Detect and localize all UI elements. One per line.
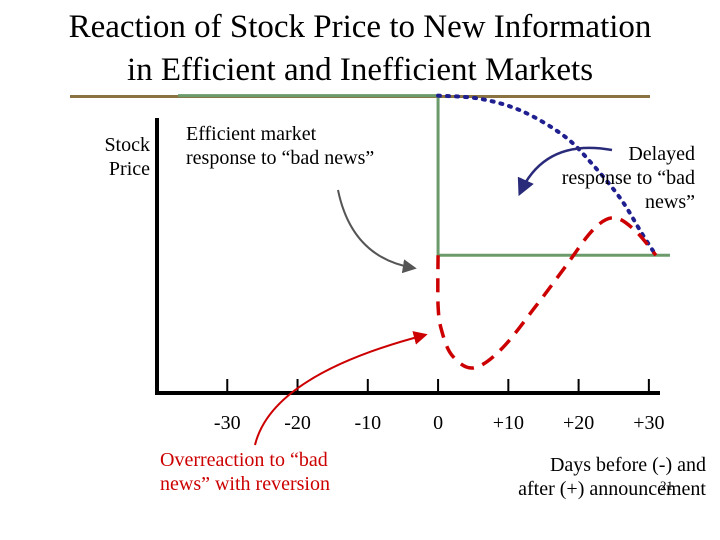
overreaction-line xyxy=(436,215,658,370)
page-number: 21 xyxy=(660,478,673,493)
x-tick-label: +20 xyxy=(563,412,594,434)
delayed-response-line xyxy=(436,93,658,258)
x-tick-label: 0 xyxy=(433,412,443,434)
y-axis-label-line-2: Price xyxy=(108,158,150,180)
x-axis-label: Days before (-) and after (+) announceme… xyxy=(518,453,706,501)
delayed-annotation-line-3: news” xyxy=(645,191,695,213)
title-line-2: in Efficient and Inefficient Markets xyxy=(126,52,594,88)
efficient-annotation: Efficient market response to “bad news” xyxy=(186,122,374,170)
efficient-arrow xyxy=(337,189,417,274)
efficient-annotation-line-1: Efficient market xyxy=(186,123,317,145)
delayed-annotation-line-2: response to “bad xyxy=(561,167,695,189)
x-tick-label: +10 xyxy=(493,412,524,434)
title-line-1: Reaction of Stock Price to New Informati… xyxy=(68,9,652,45)
efficient-response-line xyxy=(178,94,670,257)
chart-title: Reaction of Stock Price to New Informati… xyxy=(0,6,720,92)
y-axis-label-line-1: Stock xyxy=(104,134,150,156)
x-axis-label-line-2: after (+) announcement xyxy=(518,478,706,500)
y-axis-label: Stock Price xyxy=(92,133,150,181)
overreaction-annotation-line-2: news” with reversion xyxy=(160,473,330,495)
overreaction-annotation-line-1: Overreaction to “bad xyxy=(160,449,328,471)
overreaction-arrow xyxy=(254,331,428,446)
delayed-annotation-line-1: Delayed xyxy=(628,143,695,165)
efficient-annotation-line-2: response to “bad news” xyxy=(186,147,375,169)
x-axis-label-line-1: Days before (-) and xyxy=(549,454,706,476)
x-tick-label: -10 xyxy=(354,412,381,434)
overreaction-annotation: Overreaction to “bad news” with reversio… xyxy=(160,448,330,496)
x-tick-label: -30 xyxy=(214,412,241,434)
x-tick-label: +30 xyxy=(633,412,664,434)
delayed-annotation: Delayed response to “bad news” xyxy=(562,142,695,214)
x-tick-label: -20 xyxy=(284,412,311,434)
delayed-arrow xyxy=(517,146,613,197)
